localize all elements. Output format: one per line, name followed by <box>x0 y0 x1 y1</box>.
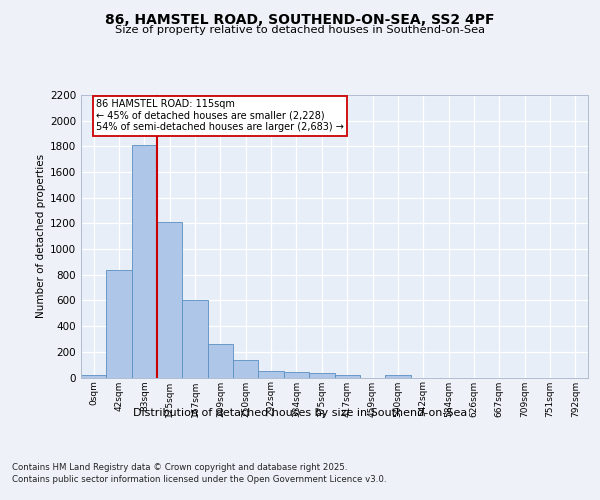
Bar <box>284 372 309 378</box>
Text: Distribution of detached houses by size in Southend-on-Sea: Distribution of detached houses by size … <box>133 408 467 418</box>
Text: Contains public sector information licensed under the Open Government Licence v3: Contains public sector information licen… <box>12 475 386 484</box>
Bar <box>385 375 410 378</box>
Bar <box>309 373 335 378</box>
Text: 86 HAMSTEL ROAD: 115sqm
← 45% of detached houses are smaller (2,228)
54% of semi: 86 HAMSTEL ROAD: 115sqm ← 45% of detache… <box>96 99 344 132</box>
Bar <box>335 375 360 378</box>
Bar <box>182 300 208 378</box>
Text: 86, HAMSTEL ROAD, SOUTHEND-ON-SEA, SS2 4PF: 86, HAMSTEL ROAD, SOUTHEND-ON-SEA, SS2 4… <box>105 12 495 26</box>
Bar <box>81 375 106 378</box>
Bar <box>106 270 132 378</box>
Bar <box>132 145 157 378</box>
Y-axis label: Number of detached properties: Number of detached properties <box>36 154 46 318</box>
Bar <box>157 222 182 378</box>
Bar <box>233 360 259 378</box>
Bar <box>259 371 284 378</box>
Text: Contains HM Land Registry data © Crown copyright and database right 2025.: Contains HM Land Registry data © Crown c… <box>12 462 347 471</box>
Text: Size of property relative to detached houses in Southend-on-Sea: Size of property relative to detached ho… <box>115 25 485 35</box>
Bar <box>208 344 233 378</box>
